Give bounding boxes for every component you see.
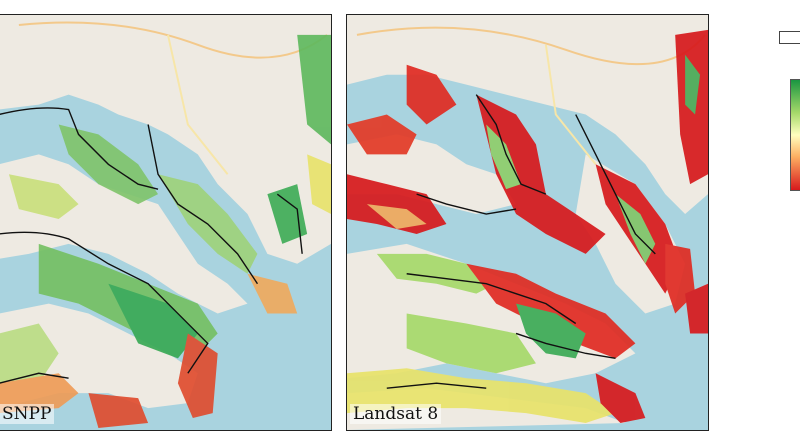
legend-color-ramp <box>790 79 800 191</box>
coastline-outline-left <box>0 107 303 384</box>
legend-nodata-swatch <box>779 31 800 44</box>
road <box>167 34 229 175</box>
map-canvas-landsat-8 <box>347 15 708 430</box>
map-canvas-snpp <box>0 15 331 429</box>
road <box>356 26 706 66</box>
road <box>544 44 597 165</box>
panel-label-landsat-8: Landsat 8 <box>350 404 442 424</box>
land-north <box>0 15 331 264</box>
land-north <box>347 15 708 215</box>
map-panel-landsat-8: Landsat 8 <box>346 14 709 431</box>
panel-label-snpp: SNPP <box>0 404 55 424</box>
road <box>18 21 328 59</box>
map-panel-snpp: SNPP <box>0 14 332 431</box>
coastline-outline-right <box>386 94 656 389</box>
